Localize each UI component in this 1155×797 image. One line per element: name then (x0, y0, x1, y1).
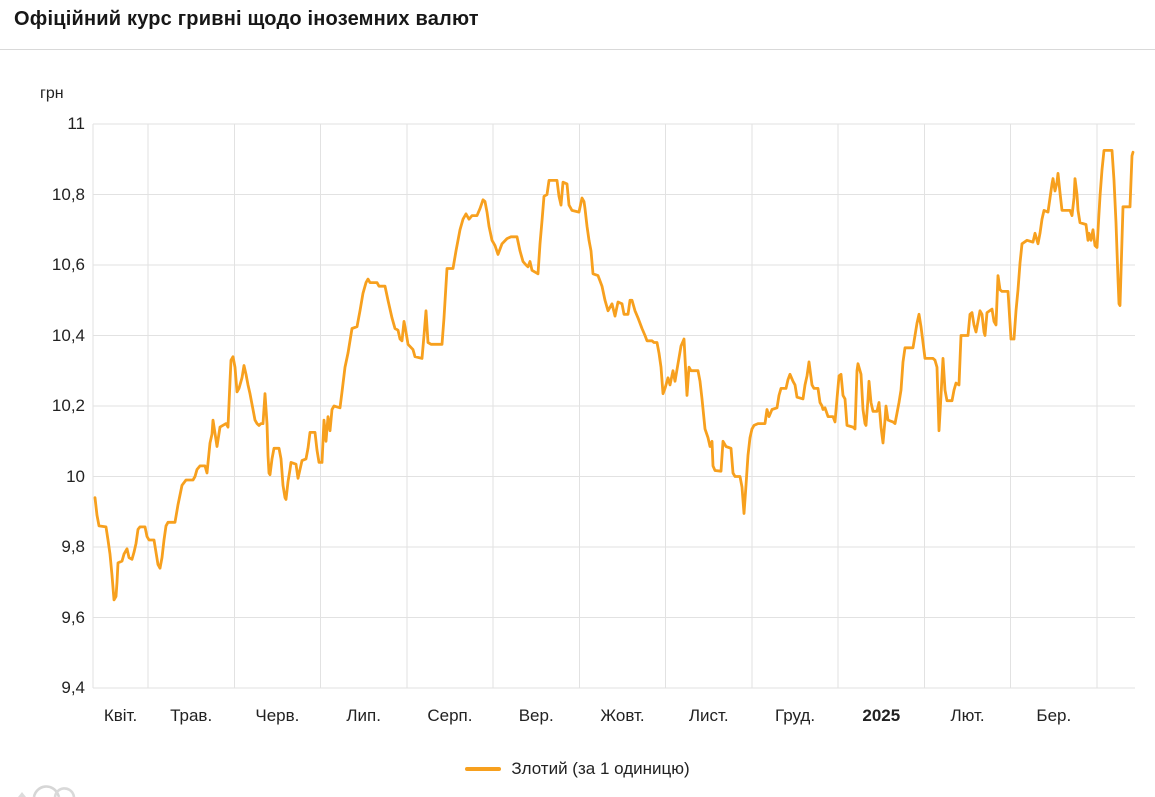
y-tick-label: 10,4 (51, 325, 85, 345)
x-tick-label: Вер. (518, 706, 554, 725)
y-tick-label: 10,6 (51, 255, 85, 274)
y-tick-label: 11 (67, 114, 85, 133)
chart-gridlines (92, 123, 1135, 689)
x-tick-label: Квіт. (103, 706, 138, 725)
x-tick-label: Груд. (774, 706, 816, 725)
title-divider (0, 49, 1155, 50)
x-tick-label: Трав. (170, 706, 213, 725)
y-axis-unit-label: грн (40, 85, 64, 102)
legend-series-label: Злотий (за 1 одиницю) (511, 759, 690, 778)
legend-line-swatch (465, 767, 502, 771)
x-tick-label: 2025 (862, 706, 901, 725)
x-tick-label: Лют. (950, 706, 985, 725)
y-tick-label: 9,8 (61, 537, 85, 556)
watermark-logo-icon (18, 785, 76, 797)
y-tick-label: 10 (66, 466, 85, 486)
x-tick-label: Лип. (346, 706, 381, 725)
y-tick-label: 9,4 (61, 678, 85, 697)
x-tick-label: Черв. (255, 706, 300, 725)
page-title: Офіційний курс гривні щодо іноземних вал… (14, 8, 479, 30)
x-tick-label: Лист. (688, 706, 729, 725)
x-tick-label: Серп. (427, 706, 473, 725)
chart-legend[interactable]: Злотий (за 1 одиницю) (0, 756, 1155, 782)
x-tick-label: Бер. (1036, 706, 1072, 725)
y-tick-label: 9,6 (61, 607, 85, 627)
zloty-rate-line[interactable] (93, 148, 1135, 602)
y-tick-label: 10,8 (51, 184, 85, 204)
y-tick-label: 10,2 (51, 396, 85, 415)
x-tick-label: Жовт. (600, 706, 645, 725)
